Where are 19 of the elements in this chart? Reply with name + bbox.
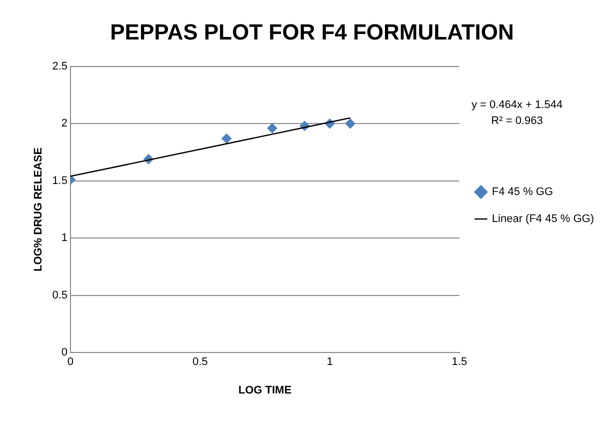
text: y = 0.464x + 1.544 bbox=[471, 99, 563, 112]
y-tick-label: 0.5 bbox=[52, 289, 68, 302]
legend-label: Linear (F4 45 % GG) bbox=[492, 213, 594, 226]
x-axis-title: LOG TIME bbox=[238, 384, 292, 396]
point bbox=[267, 123, 278, 134]
x-tick-label: 1 bbox=[326, 356, 333, 368]
legend-label: F4 45 % GG bbox=[492, 186, 554, 198]
y-tick-label: 1.5 bbox=[52, 174, 68, 187]
y-tick-label: 1 bbox=[61, 232, 68, 244]
x-tick-label: 0.5 bbox=[192, 356, 208, 368]
y-tick-label: 0 bbox=[61, 346, 68, 359]
point bbox=[222, 134, 232, 144]
text: R² = 0.963 bbox=[491, 115, 543, 128]
y-tick-label: 2.5 bbox=[52, 60, 68, 72]
y-tick-label: 2 bbox=[61, 118, 68, 130]
chart-title: PEPPAS PLOT FOR F4 FORMULATION bbox=[110, 19, 514, 44]
x-tick-label: 1.5 bbox=[452, 356, 468, 368]
point bbox=[345, 118, 356, 129]
y-axis-title: LOG% DRUG RELEASE bbox=[32, 147, 45, 272]
